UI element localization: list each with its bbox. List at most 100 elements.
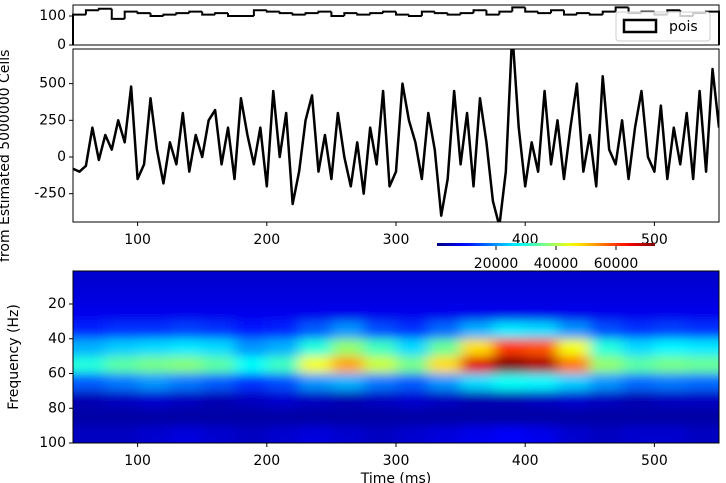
heat-cell <box>525 390 559 410</box>
heat-cell <box>686 271 719 288</box>
hist-step <box>252 9 267 17</box>
hist-step <box>562 10 577 16</box>
heat-cell <box>105 304 139 323</box>
heat-cell <box>363 321 397 340</box>
heat-cell <box>73 373 107 392</box>
heat-cell <box>654 286 688 306</box>
x-tick-label: 300 <box>383 453 410 469</box>
heat-cell <box>589 390 624 410</box>
heat-cell <box>396 425 430 443</box>
heat-cell <box>202 338 236 358</box>
heat-cell <box>105 286 139 306</box>
heat-cell <box>557 408 591 427</box>
heat-cell <box>202 271 236 288</box>
heat-cell <box>525 321 559 340</box>
heat-cell <box>622 425 656 443</box>
heat-cell <box>686 304 719 323</box>
heat-cell <box>363 304 397 323</box>
heat-cell <box>137 304 171 323</box>
heat-cell <box>266 304 301 323</box>
heat-cell <box>428 356 462 375</box>
heat-cell <box>234 390 268 410</box>
heat-cell <box>686 408 719 427</box>
hist-step <box>72 13 86 45</box>
heat-cell <box>589 271 624 288</box>
heat-cell <box>266 286 301 306</box>
heat-cell <box>460 425 494 443</box>
heat-cell <box>525 338 559 358</box>
heat-cell <box>396 271 430 288</box>
heat-cell <box>73 286 107 306</box>
heat-cell <box>428 304 462 323</box>
heat-cell <box>492 408 527 427</box>
heat-cell <box>428 373 462 392</box>
heat-cell <box>202 321 236 340</box>
heat-cell <box>234 425 268 443</box>
hist-step <box>188 10 203 14</box>
hist-step <box>472 9 487 14</box>
hist-step <box>575 12 590 15</box>
heat-cell <box>460 286 494 306</box>
heat-cell <box>492 321 527 340</box>
heat-cell <box>105 356 139 375</box>
colorbar-tick-label: 20000 <box>474 256 519 272</box>
hist-step <box>175 12 190 15</box>
axes-frame <box>72 4 720 46</box>
heat-x-label: Time (ms) <box>360 471 432 483</box>
heat-cell <box>234 373 268 392</box>
heat-cell <box>105 338 139 358</box>
heat-cell <box>137 286 171 306</box>
heat-cell <box>492 356 527 375</box>
heat-cell <box>525 408 559 427</box>
x-tick-label: 200 <box>253 232 280 248</box>
axes-frame <box>72 270 720 444</box>
heat-cell <box>299 271 333 288</box>
heat-cell <box>363 286 397 306</box>
heat-cell <box>654 425 688 443</box>
hist-step <box>588 13 603 16</box>
x-tick-label: 100 <box>124 232 151 248</box>
hist-step <box>407 14 422 18</box>
heat-cell <box>396 356 430 375</box>
heat-cell <box>202 390 236 410</box>
heat-cell <box>331 425 365 443</box>
heat-cell <box>299 321 333 340</box>
x-tick-label: 500 <box>641 453 668 469</box>
hist-step <box>304 12 319 15</box>
heat-cell <box>492 390 527 410</box>
heat-cell <box>460 373 494 392</box>
heat-cell <box>557 321 591 340</box>
heat-cell <box>363 408 397 427</box>
heat-cell <box>686 338 719 358</box>
heat-cell <box>396 338 430 358</box>
heat-cell <box>266 271 301 288</box>
hist-step <box>343 12 358 17</box>
hist-step <box>446 13 461 16</box>
heat-cell <box>460 390 494 410</box>
heat-cell <box>299 408 333 427</box>
heat-cell <box>331 271 365 288</box>
hist-step <box>317 10 332 14</box>
heat-cell <box>169 408 204 427</box>
heat-cell <box>331 356 365 375</box>
y-tick-label: 20 <box>48 296 66 312</box>
heat-cell <box>266 321 301 340</box>
heat-cell <box>492 304 527 323</box>
hist-step <box>433 11 448 15</box>
x-tick-label: 400 <box>512 453 539 469</box>
heat-cell <box>492 338 527 358</box>
y-tick-label: 0 <box>57 149 66 165</box>
heat-cell <box>73 390 107 410</box>
heat-cell <box>557 425 591 443</box>
heat-cell <box>137 373 171 392</box>
legend-label: pois <box>669 19 698 35</box>
heat-cell <box>299 390 333 410</box>
heat-cell <box>622 373 656 392</box>
heat-cell <box>73 356 107 375</box>
y-tick-label: 0 <box>57 37 66 53</box>
heat-cell <box>299 425 333 443</box>
heat-cell <box>169 338 204 358</box>
heat-cell <box>557 271 591 288</box>
heat-cell <box>396 390 430 410</box>
hist-step <box>369 12 384 15</box>
